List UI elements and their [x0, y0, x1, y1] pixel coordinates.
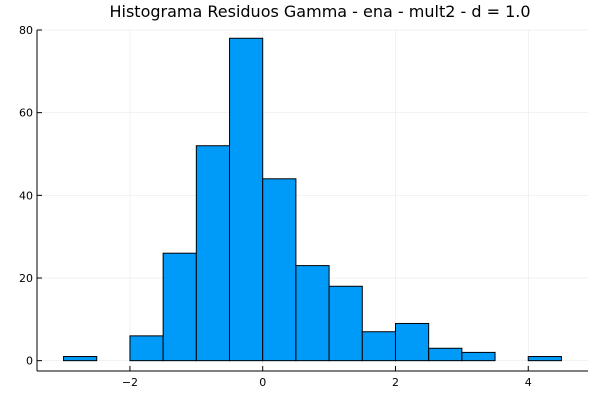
x-tick-label: 4 — [525, 376, 532, 389]
x-tick-label: 0 — [259, 376, 266, 389]
x-tick-label: 2 — [392, 376, 399, 389]
histogram-bar — [461, 351, 496, 362]
axes — [36, 30, 588, 372]
y-tick-label: 80 — [19, 24, 33, 37]
histogram-bar — [428, 347, 463, 362]
x-tick-label: −2 — [122, 376, 138, 389]
y-tick-label: 20 — [19, 272, 33, 285]
histogram-bar — [394, 322, 430, 362]
y-tick-label: 40 — [19, 189, 33, 202]
y-tick-label: 60 — [19, 107, 33, 120]
chart-title: Histograma Residuos Gamma - ena - mult2 … — [109, 2, 530, 21]
histogram-bar — [295, 265, 330, 362]
histogram-bars — [63, 37, 562, 362]
histogram-bar — [195, 145, 231, 362]
histogram-bar — [63, 356, 98, 362]
histogram-bar — [162, 252, 197, 362]
histogram-bar — [262, 178, 297, 362]
histogram-bar — [527, 356, 562, 362]
histogram-bar — [361, 331, 396, 362]
y-tick-label: 0 — [26, 355, 33, 368]
histogram-bar — [328, 285, 363, 362]
histogram-bar — [229, 37, 264, 362]
histogram-bar — [129, 335, 164, 362]
